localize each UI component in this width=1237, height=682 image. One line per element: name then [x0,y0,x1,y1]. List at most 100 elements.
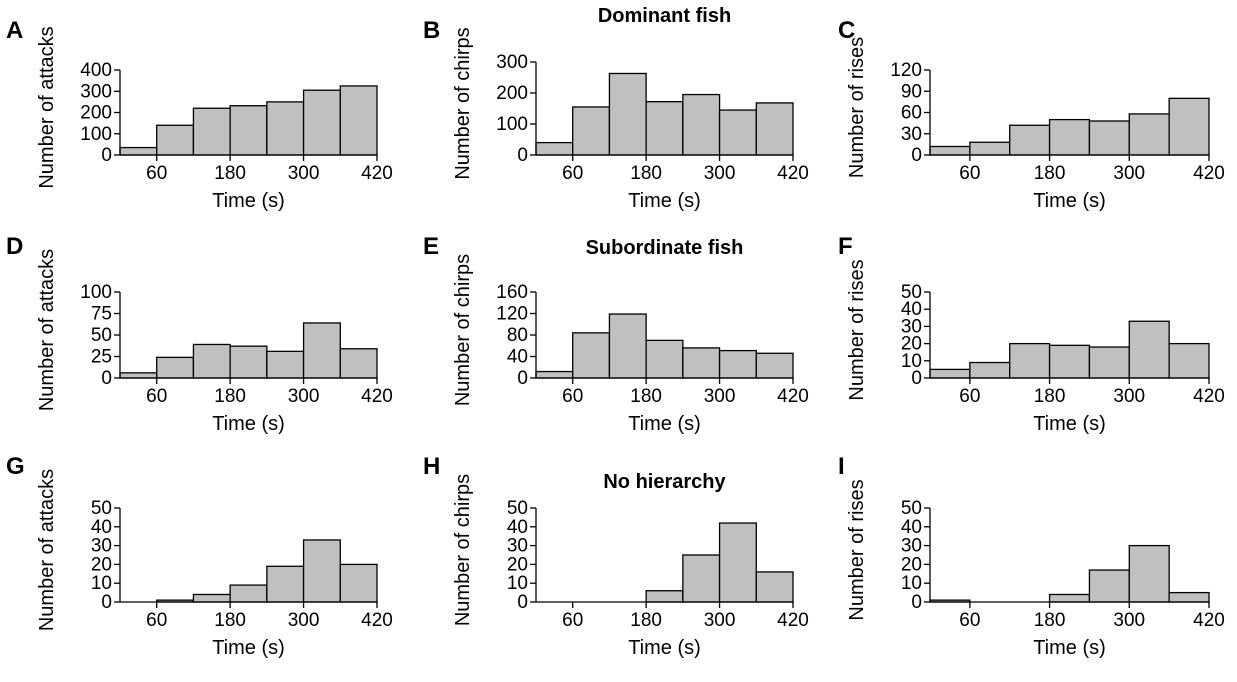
x-tick-label: 60 [562,610,583,631]
x-tick-label: 420 [777,163,809,184]
x-tick-label: 420 [1193,163,1225,184]
histogram-bar [340,349,377,378]
y-tick-label: 50 [91,498,112,519]
x-tick-label: 180 [1034,163,1066,184]
histogram-bar [756,353,793,378]
x-tick-label: 420 [361,163,393,184]
y-tick-label: 30 [901,124,922,145]
histogram-bar [720,351,757,378]
histogram-bar [1010,125,1050,155]
panel-letter: B [423,17,440,44]
panel-h: HNo hierarchy0102030405060 180 300 420Time … [423,453,809,659]
chart-title: Subordinate fish [586,237,744,259]
panel-g: G0102030405060 180 300 420Time (s)Number of… [6,453,393,659]
histogram-bar [230,585,267,602]
histogram-bar [157,125,194,155]
panel-letter: G [6,453,25,480]
histogram-bar [1089,121,1129,155]
y-axis-label: Number of chirps [452,254,474,406]
histogram-bar [1050,594,1090,602]
x-tick-label: 180 [630,610,662,631]
y-tick-label: 40 [507,517,528,538]
histogram-bar [536,372,573,378]
histogram-bar [756,103,793,155]
histogram-bar [267,351,304,378]
y-tick-label: 0 [911,145,922,166]
y-tick-label: 0 [101,592,112,613]
y-tick-label: 30 [91,536,112,557]
histogram-bar [930,369,970,378]
x-tick-label: 420 [361,386,393,407]
y-tick-label: 50 [901,498,922,519]
y-tick-label: 20 [91,554,112,575]
y-tick-label: 60 [901,103,922,124]
y-axis-label: Number of rises [846,259,868,400]
histogram-bar [609,314,646,378]
x-tick-label: 300 [1113,163,1145,184]
histogram-bar [120,148,157,155]
y-tick-label: 400 [80,60,112,81]
histogram-bar [1129,546,1169,602]
y-axis-label: Number of rises [846,37,868,178]
histogram-bar [1169,593,1209,602]
y-tick-label: 120 [890,60,922,81]
panel-f: F0102030405060 180 300 420Time (s)Number of… [838,233,1225,435]
x-tick-label: 300 [1113,610,1145,631]
histogram-bar [1169,98,1209,155]
y-tick-label: 0 [517,592,528,613]
y-tick-label: 40 [91,517,112,538]
y-tick-label: 10 [507,573,528,594]
x-axis-label: Time (s) [212,190,285,212]
histogram-bar [193,594,230,602]
x-axis-label: Time (s) [628,637,701,659]
histogram-bar [573,107,610,155]
histogram-bar [1129,321,1169,378]
histogram-bar [1129,114,1169,155]
histogram-bar [683,348,720,378]
x-tick-label: 180 [214,610,246,631]
histogram-bar [193,108,230,155]
histogram-bar [720,110,757,155]
x-tick-label: 300 [288,386,320,407]
histogram-bar [1010,344,1050,378]
y-tick-label: 40 [507,347,528,368]
panel-b: B Dominant fish 0 100 200 300 60 180 300 420 Time … [423,5,809,212]
panel-letter: A [6,17,23,44]
x-tick-label: 300 [704,386,736,407]
histogram-bar [304,323,341,378]
y-tick-label: 30 [507,536,528,557]
y-tick-label: 40 [901,517,922,538]
x-tick-label: 420 [777,386,809,407]
y-tick-label: 300 [80,81,112,102]
y-tick-label: 80 [507,325,528,346]
histogram-bar [304,540,341,602]
x-tick-label: 60 [959,610,980,631]
histogram-bar [1050,120,1090,155]
x-tick-label: 180 [214,163,246,184]
panel-letter: D [6,233,23,260]
y-tick-label: 200 [496,83,528,104]
chart-title: No hierarchy [603,471,726,493]
x-tick-label: 300 [704,610,736,631]
x-tick-label: 180 [1034,386,1066,407]
y-tick-label: 0 [101,145,112,166]
histogram-bar [157,357,194,378]
y-tick-label: 0 [101,368,112,389]
histogram-bar [756,572,793,602]
x-tick-label: 180 [1034,610,1066,631]
y-tick-label: 90 [901,81,922,102]
histogram-bar [930,147,970,156]
y-tick-label: 100 [80,124,112,145]
histogram-bar [646,340,683,378]
histogram-bar [536,143,573,155]
x-tick-label: 300 [288,163,320,184]
x-tick-label: 420 [1193,610,1225,631]
histogram-bar [267,566,304,602]
histogram-bar [970,363,1010,378]
x-tick-label: 60 [146,163,167,184]
x-tick-label: 60 [146,610,167,631]
y-tick-label: 75 [91,304,112,325]
y-tick-label: 160 [496,282,528,303]
